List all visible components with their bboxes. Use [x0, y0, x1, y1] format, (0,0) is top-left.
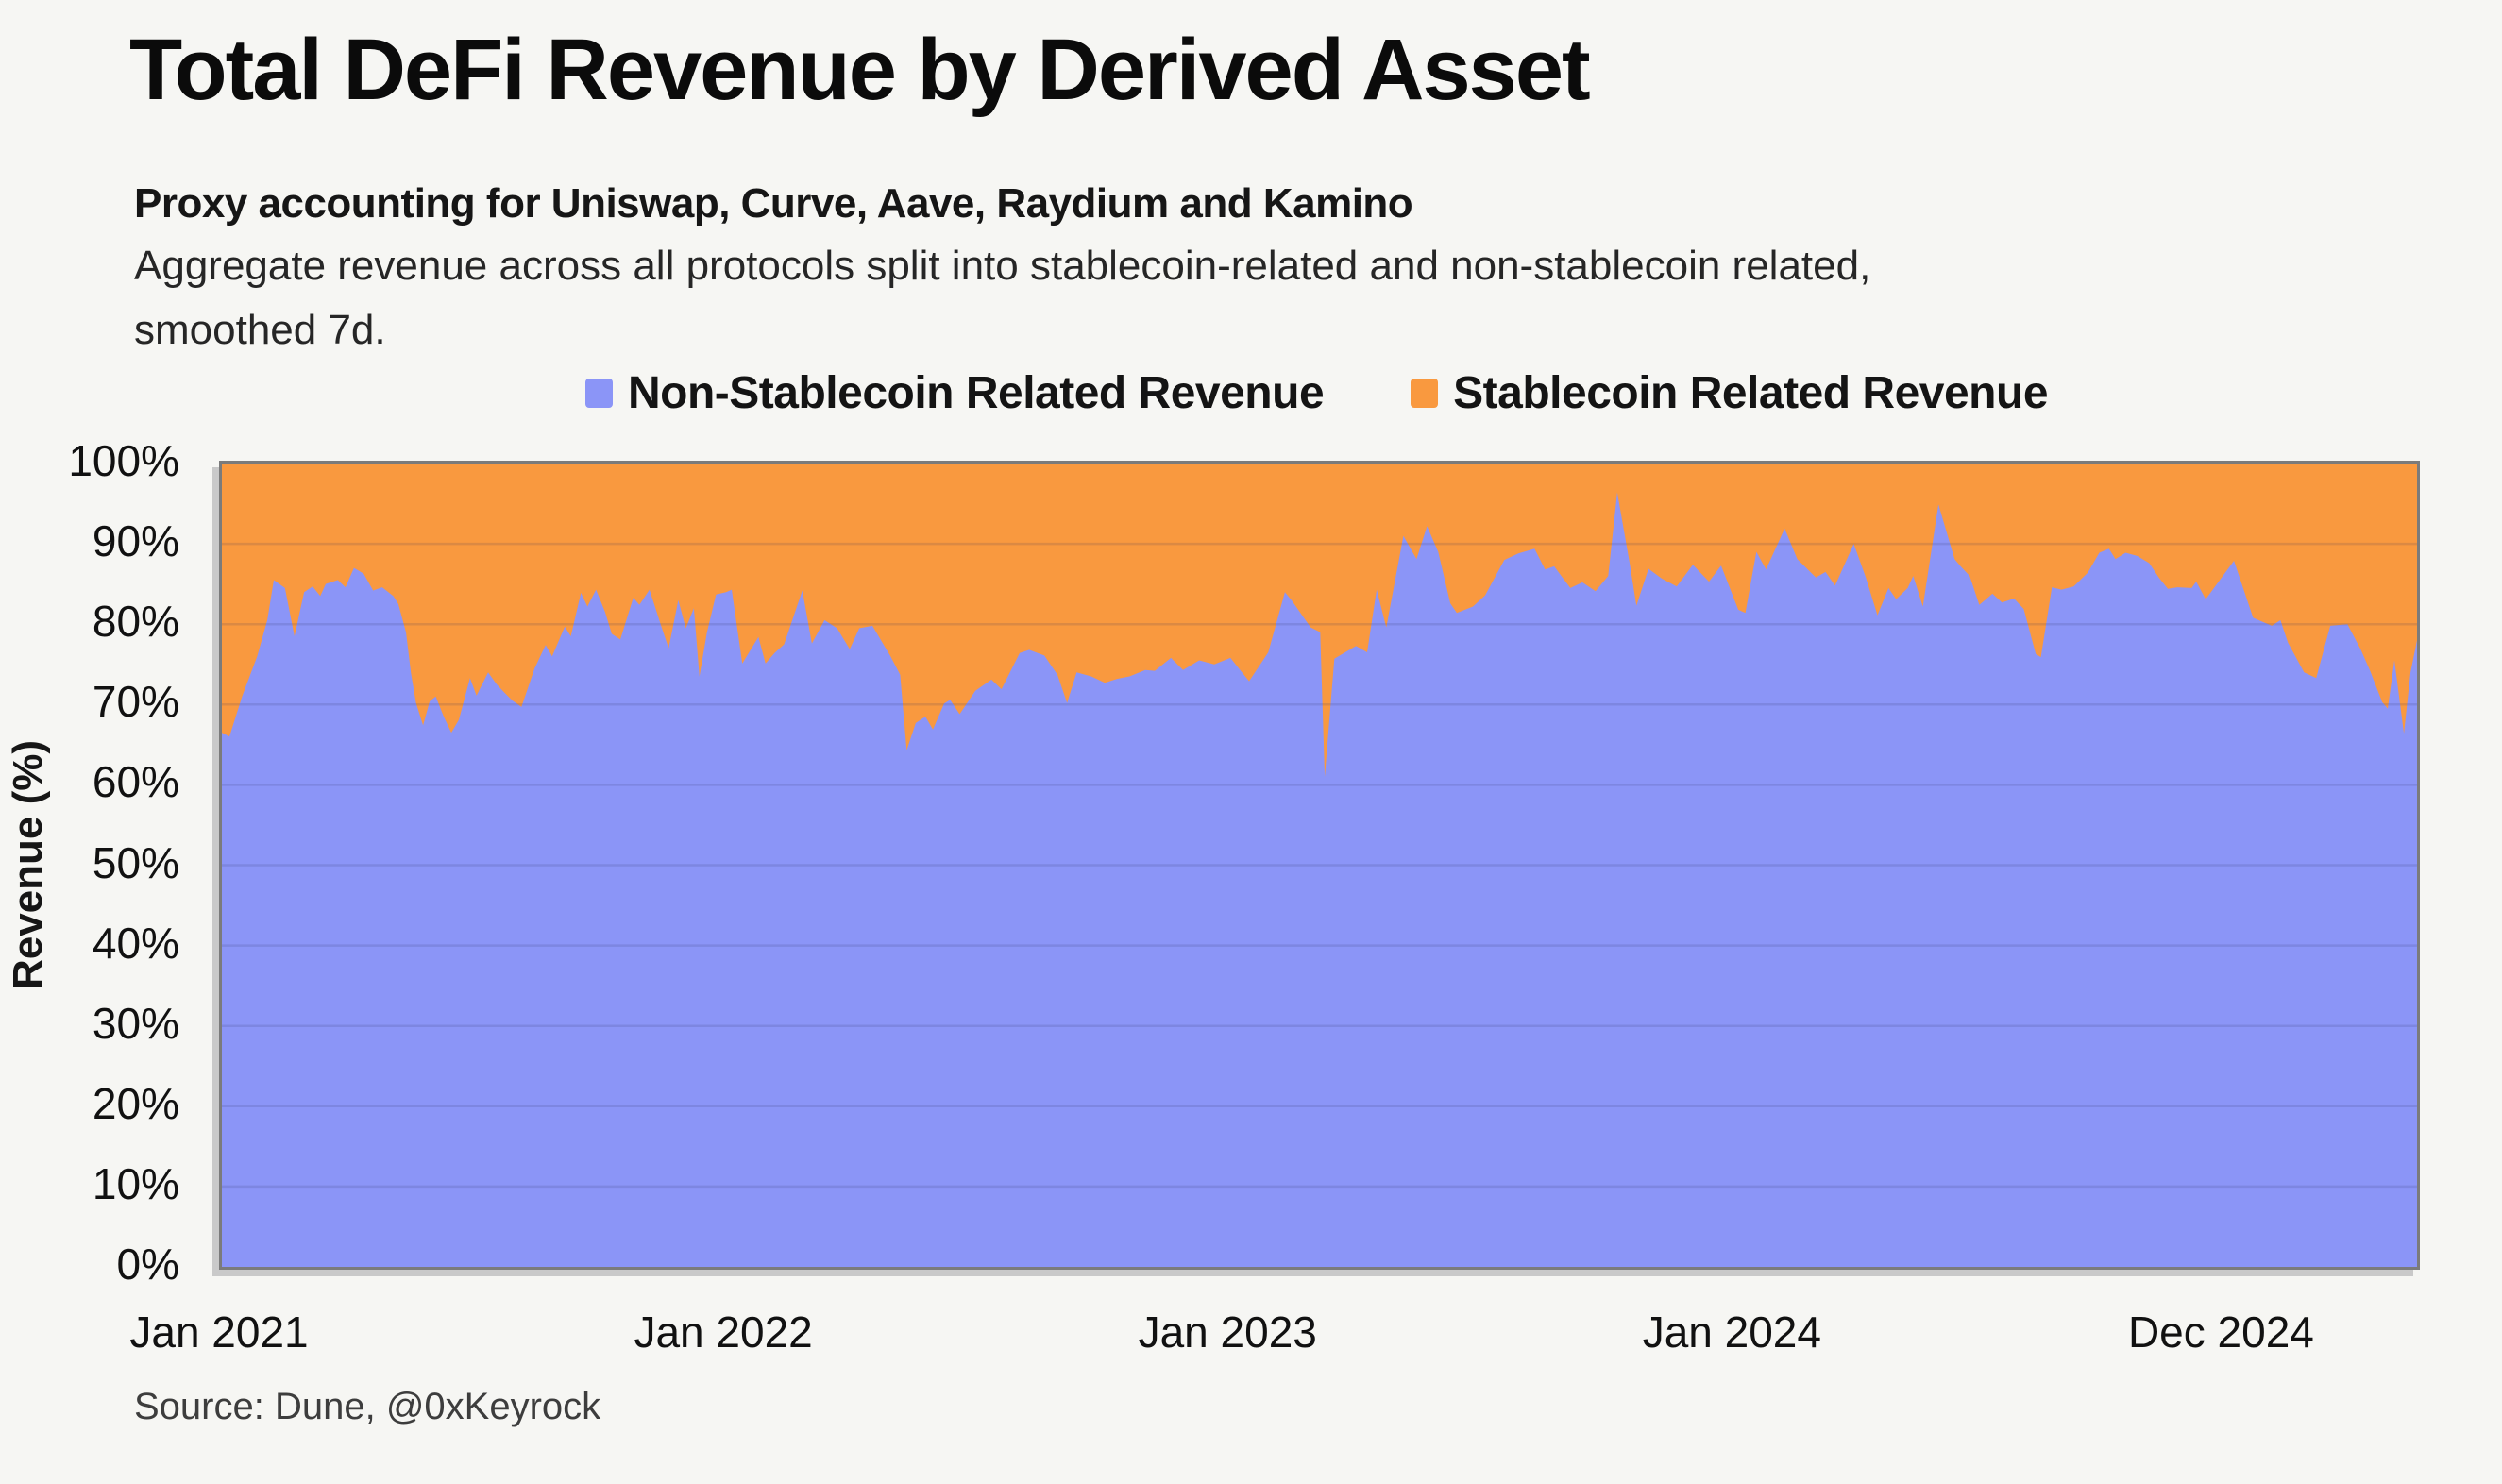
y-tick-90: 90%: [92, 516, 179, 566]
source-credit: Source: Dune, @0xKeyrock: [134, 1386, 601, 1427]
y-tick-10: 10%: [92, 1158, 179, 1208]
non-stablecoin-swatch-icon: [584, 378, 613, 408]
gridlines: [222, 542, 2417, 1189]
legend-label-non-stablecoin: Non-Stablecoin Related Revenue: [627, 367, 1325, 418]
stablecoin-swatch-icon: [1411, 378, 1439, 408]
y-tick-30: 30%: [92, 998, 179, 1048]
y-tick-70: 70%: [92, 677, 179, 727]
x-tick-jan-2022: Jan 2022: [634, 1307, 813, 1357]
y-tick-60: 60%: [92, 757, 179, 807]
y-tick-0: 0%: [116, 1239, 179, 1289]
legend-item-stablecoin: Stablecoin Related Revenue: [1411, 367, 2049, 419]
legend-item-non-stablecoin: Non-Stablecoin Related Revenue: [584, 367, 1325, 419]
chart-subtitle: Proxy accounting for Uniswap, Curve, Aav…: [134, 180, 1413, 227]
x-tick-dec-2024: Dec 2024: [2127, 1307, 2314, 1357]
x-tick-jan-2023: Jan 2023: [1138, 1307, 1317, 1357]
page-title: Total DeFi Revenue by Derived Asset: [129, 22, 1591, 118]
legend-label-stablecoin: Stablecoin Related Revenue: [1453, 367, 2049, 418]
x-tick-jan-2021: Jan 2021: [129, 1307, 309, 1357]
y-tick-50: 50%: [92, 837, 179, 887]
y-tick-80: 80%: [92, 597, 179, 647]
plot-area: [219, 461, 2420, 1270]
non-stablecoin-area: [222, 492, 2417, 1267]
y-tick-100: 100%: [68, 436, 179, 485]
stacked-area-svg: [222, 464, 2417, 1267]
x-tick-jan-2024: Jan 2024: [1642, 1307, 1821, 1357]
y-tick-40: 40%: [92, 918, 179, 968]
chart-legend: Non-Stablecoin Related Revenue Stablecoi…: [219, 368, 2414, 418]
chart-description-line2: smoothed 7d.: [134, 307, 386, 353]
y-tick-20: 20%: [92, 1078, 179, 1128]
chart-description-line1: Aggregate revenue across all protocols s…: [134, 243, 1871, 289]
